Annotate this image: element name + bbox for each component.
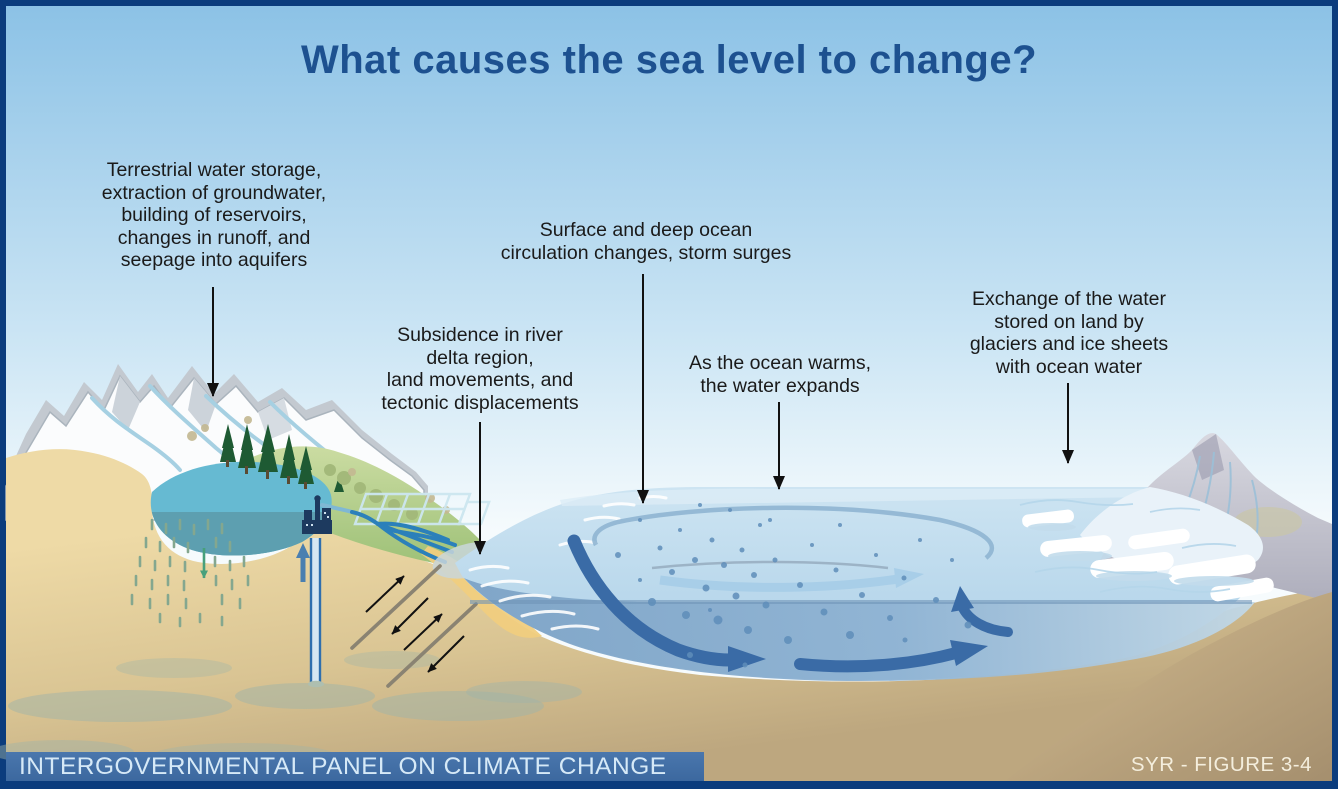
annotation-glacier-exchange: Exchange of the water stored on land by … [969,288,1169,378]
annotation-ocean-circulation: Surface and deep ocean circulation chang… [500,219,792,264]
fault-lines-icon [350,564,478,688]
field-grid-icon [353,492,491,526]
well-icon [308,538,324,688]
annotation-terrestrial-water-storage: Terrestrial water storage, extraction of… [101,159,327,271]
figure-title: What causes the sea level to change? [300,38,1038,82]
ice-wave-lines [1019,499,1237,593]
expansion-dots [615,503,972,668]
trees-icon [187,416,450,520]
town-icon [302,495,332,534]
seepage-icon [130,518,250,628]
figure-label: SYR - FIGURE 3-4 [1130,753,1312,776]
leader-arrows [207,274,1074,555]
groundwater-arrow-icon [296,543,310,582]
icebergs-icon [1022,509,1274,602]
foreshore [1005,592,1332,781]
glacier-icon [1019,433,1332,602]
annotation-subsidence: Subsidence in river delta region, land m… [381,324,579,414]
ipcc-banner: INTERGOVERNMENTAL PANEL ON CLIMATE CHANG… [6,752,704,781]
annotation-thermal-expansion: As the ocean warms, the water expands [688,352,872,397]
deep-current-arrows-icon [567,534,1013,673]
